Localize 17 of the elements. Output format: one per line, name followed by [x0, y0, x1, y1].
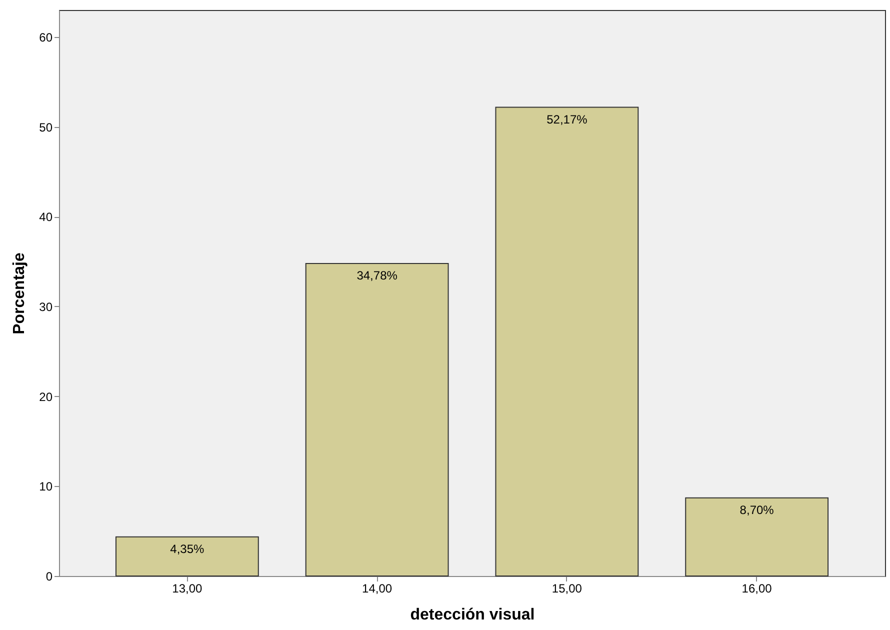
y-tick-label: 40: [39, 210, 53, 224]
y-tick-label: 50: [39, 120, 53, 134]
x-tick-label: 15,00: [552, 582, 582, 596]
y-axis-title: Porcentaje: [11, 252, 28, 334]
x-tick-label: 13,00: [172, 582, 203, 596]
y-tick-label: 60: [39, 30, 53, 44]
y-tick-label: 0: [46, 570, 53, 584]
x-tick-label: 16,00: [742, 582, 772, 596]
data-label: 34,78%: [356, 268, 398, 283]
y-tick-label: 30: [39, 300, 53, 314]
x-tick-label: 14,00: [362, 582, 392, 596]
data-label: 8,70%: [740, 502, 774, 517]
data-label: 52,17%: [546, 112, 588, 126]
y-tick-label: 20: [39, 390, 53, 404]
x-axis-title: detección visual: [410, 606, 535, 624]
y-tick-label: 10: [39, 480, 53, 494]
data-label: 4,35%: [170, 542, 205, 556]
